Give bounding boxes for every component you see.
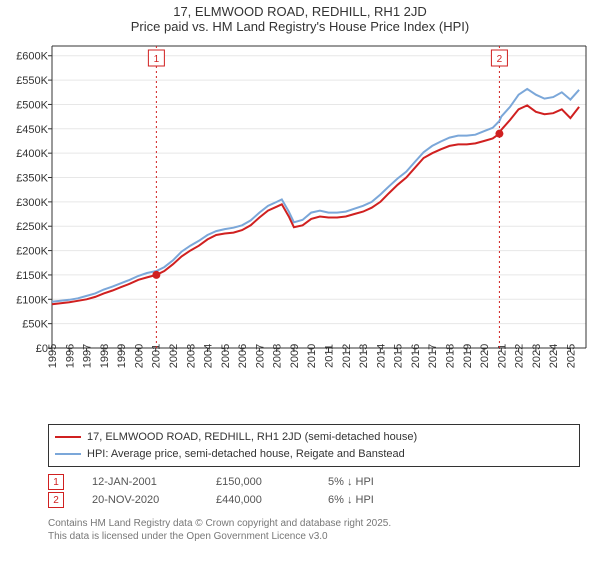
marker-num-badge: 2	[48, 492, 64, 508]
y-tick-label: £50K	[22, 319, 48, 331]
x-tick-label: 2021	[496, 344, 508, 368]
marker-price: £150,000	[216, 476, 300, 488]
y-tick-label: £150K	[16, 270, 48, 282]
x-tick-label: 2004	[203, 344, 215, 368]
x-tick-label: 2023	[531, 344, 543, 368]
y-tick-label: £250K	[16, 221, 48, 233]
x-tick-label: 2020	[479, 344, 491, 368]
marker-dot	[152, 271, 160, 279]
y-tick-label: £450K	[16, 124, 48, 136]
footnote-line1: Contains HM Land Registry data © Crown c…	[48, 517, 600, 530]
y-tick-label: £500K	[16, 99, 48, 111]
legend: 17, ELMWOOD ROAD, REDHILL, RH1 2JD (semi…	[48, 424, 580, 467]
x-tick-label: 2018	[444, 344, 456, 368]
legend-label: HPI: Average price, semi-detached house,…	[87, 446, 405, 463]
marker-delta: 5% ↓ HPI	[328, 476, 418, 488]
legend-row: HPI: Average price, semi-detached house,…	[55, 446, 573, 463]
x-tick-label: 2015	[393, 344, 405, 368]
y-tick-label: £600K	[16, 51, 48, 63]
legend-label: 17, ELMWOOD ROAD, REDHILL, RH1 2JD (semi…	[87, 429, 417, 446]
chart-title-line1: 17, ELMWOOD ROAD, REDHILL, RH1 2JD	[0, 4, 600, 19]
marker-dot	[495, 130, 503, 138]
y-tick-label: £550K	[16, 75, 48, 87]
x-tick-label: 2013	[358, 344, 370, 368]
x-tick-label: 2006	[237, 344, 249, 368]
marker-badge-text: 2	[497, 54, 503, 65]
marker-date: 12-JAN-2001	[92, 476, 188, 488]
y-tick-label: £200K	[16, 246, 48, 258]
y-tick-label: £300K	[16, 197, 48, 209]
series-hpi	[52, 89, 579, 302]
chart-svg: £0£50K£100K£150K£200K£250K£300K£350K£400…	[4, 40, 596, 420]
x-tick-label: 2025	[565, 344, 577, 368]
x-tick-label: 2003	[185, 344, 197, 368]
x-tick-label: 2016	[410, 344, 422, 368]
chart-title: 17, ELMWOOD ROAD, REDHILL, RH1 2JD Price…	[0, 4, 600, 34]
x-tick-label: 2009	[289, 344, 301, 368]
legend-swatch	[55, 453, 81, 455]
y-tick-label: £400K	[16, 148, 48, 160]
x-tick-label: 2008	[272, 344, 284, 368]
x-tick-label: 2012	[341, 344, 353, 368]
x-tick-label: 2024	[548, 344, 560, 368]
y-tick-label: £350K	[16, 173, 48, 185]
x-tick-label: 2007	[254, 344, 266, 368]
footnote-line2: This data is licensed under the Open Gov…	[48, 530, 600, 543]
marker-table-row: 1 12-JAN-2001 £150,000 5% ↓ HPI	[48, 473, 600, 491]
x-tick-label: 2022	[514, 344, 526, 368]
marker-table-row: 2 20-NOV-2020 £440,000 6% ↓ HPI	[48, 491, 600, 509]
x-tick-label: 2010	[306, 344, 318, 368]
y-tick-label: £100K	[16, 294, 48, 306]
footnote: Contains HM Land Registry data © Crown c…	[48, 517, 600, 543]
x-tick-label: 2005	[220, 344, 232, 368]
legend-swatch	[55, 436, 81, 438]
x-tick-label: 2019	[462, 344, 474, 368]
x-tick-label: 2017	[427, 344, 439, 368]
marker-date: 20-NOV-2020	[92, 494, 188, 506]
x-tick-label: 2002	[168, 344, 180, 368]
chart-area: £0£50K£100K£150K£200K£250K£300K£350K£400…	[4, 40, 596, 420]
marker-num-badge: 1	[48, 474, 64, 490]
x-tick-label: 1996	[64, 344, 76, 368]
marker-price: £440,000	[216, 494, 300, 506]
x-tick-label: 2000	[133, 344, 145, 368]
x-tick-label: 1995	[47, 344, 59, 368]
marker-table: 1 12-JAN-2001 £150,000 5% ↓ HPI 2 20-NOV-2020…	[48, 473, 600, 509]
x-tick-label: 2014	[375, 344, 387, 368]
x-tick-label: 1997	[82, 344, 94, 368]
marker-badge-text: 1	[154, 54, 160, 65]
chart-title-line2: Price paid vs. HM Land Registry's House …	[0, 19, 600, 34]
x-tick-label: 1998	[99, 344, 111, 368]
marker-delta: 6% ↓ HPI	[328, 494, 418, 506]
x-tick-label: 1999	[116, 344, 128, 368]
legend-row: 17, ELMWOOD ROAD, REDHILL, RH1 2JD (semi…	[55, 429, 573, 446]
